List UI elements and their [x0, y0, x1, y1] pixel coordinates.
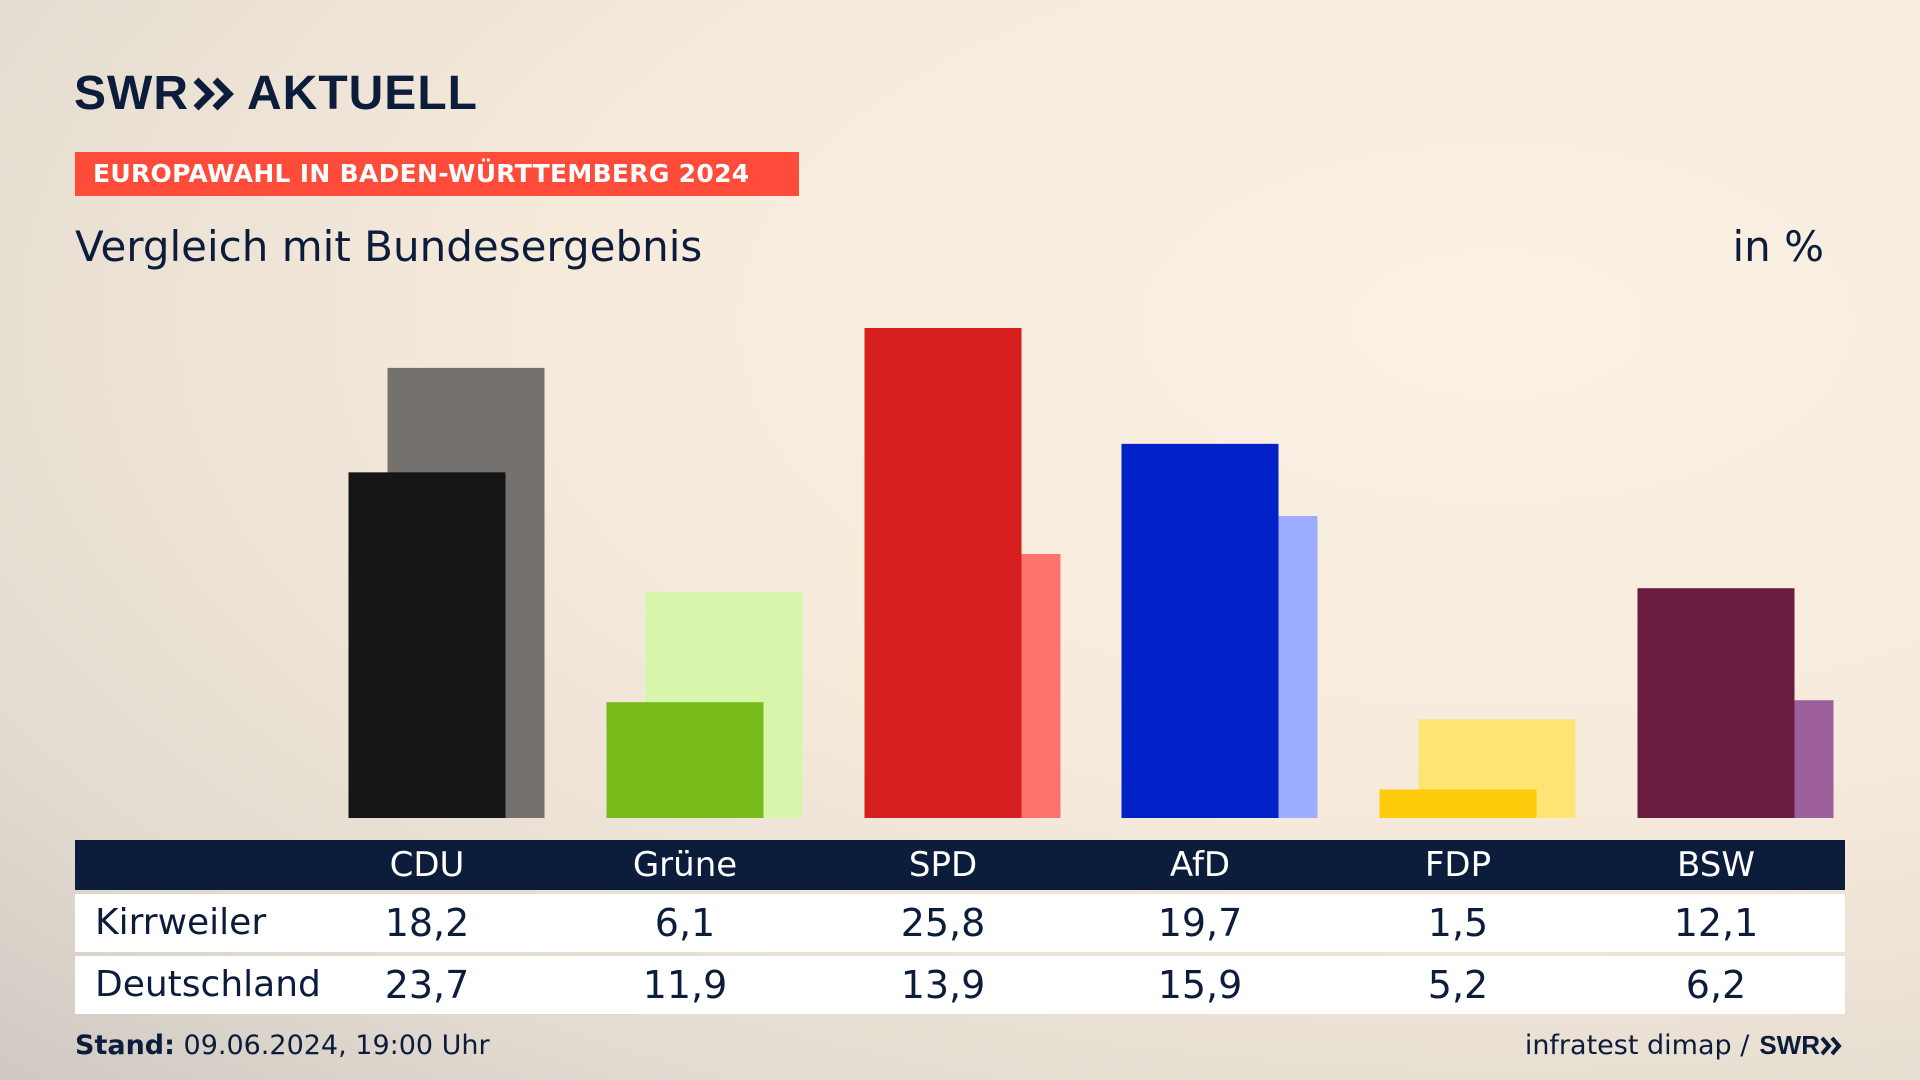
column-header-cdu: CDU	[389, 845, 465, 885]
bar-kirrweiler-cdu	[348, 472, 506, 818]
bar-kirrweiler-afd	[1121, 443, 1279, 818]
bar-kirrweiler-grüne	[606, 702, 764, 818]
table-cell: 6,2	[1685, 963, 1747, 1007]
bar-kirrweiler-spd	[864, 328, 1022, 818]
election-banner: EUROPAWAHL IN BADEN-WÜRTTEMBERG 2024	[75, 152, 799, 196]
timestamp: Stand: 09.06.2024, 19:00 Uhr	[75, 1030, 490, 1061]
table-cell: 12,1	[1673, 901, 1759, 945]
results-table: CDU Grüne SPD AfD FDP BSW Kirrweiler 18,2 6,1 2…	[75, 840, 1845, 1014]
table-cell: 15,9	[1157, 963, 1243, 1007]
swr-mini-logo: SWR	[1759, 1030, 1844, 1061]
source-credit: infratest dimap / SWR	[1525, 1030, 1844, 1061]
logo-swr-text: SWR	[74, 67, 189, 120]
chart-subtitle: Vergleich mit Bundesergebnis	[75, 222, 703, 271]
table-cell: 18,2	[384, 901, 470, 945]
column-header-fdp: FDP	[1424, 845, 1492, 885]
table-header-row: CDU Grüne SPD AfD FDP BSW	[75, 840, 1845, 890]
column-header-grüne: Grüne	[632, 845, 738, 885]
column-header-bsw: BSW	[1677, 845, 1755, 885]
double-chevron-icon	[193, 77, 234, 110]
bar-kirrweiler-fdp	[1379, 789, 1537, 818]
table-cell: 6,1	[654, 901, 716, 945]
table-cell: 23,7	[384, 963, 470, 1007]
stand-value: 09.06.2024, 19:00 Uhr	[183, 1030, 490, 1061]
table-cell: 25,8	[900, 901, 986, 945]
swr-aktuell-logo: SWR AKTUELL	[74, 66, 478, 121]
column-header-spd: SPD	[908, 845, 978, 885]
logo-aktuell-text: AKTUELL	[246, 67, 478, 120]
stand-label: Stand:	[75, 1030, 175, 1061]
row-label-deutschland: Deutschland	[95, 964, 321, 1005]
column-header-afd: AfD	[1169, 845, 1231, 885]
row-label-kirrweiler: Kirrweiler	[95, 902, 267, 943]
table-cell: 19,7	[1157, 901, 1243, 945]
table-cell: 13,9	[900, 963, 986, 1007]
table-row-deutschland: Deutschland 23,7 11,9 13,9 15,9 5,2 6,2	[75, 956, 1845, 1014]
table-cell: 5,2	[1427, 963, 1489, 1007]
double-chevron-small-icon	[1820, 1036, 1842, 1055]
bar-kirrweiler-bsw	[1637, 588, 1795, 818]
unit-label: in %	[1732, 222, 1824, 271]
swr-mini-text: SWR	[1759, 1030, 1820, 1060]
table-cell: 11,9	[642, 963, 728, 1007]
source-text: infratest dimap /	[1524, 1030, 1750, 1061]
table-row-kirrweiler: Kirrweiler 18,2 6,1 25,8 19,7 1,5 12,1	[75, 894, 1845, 952]
table-cell: 1,5	[1427, 901, 1489, 945]
